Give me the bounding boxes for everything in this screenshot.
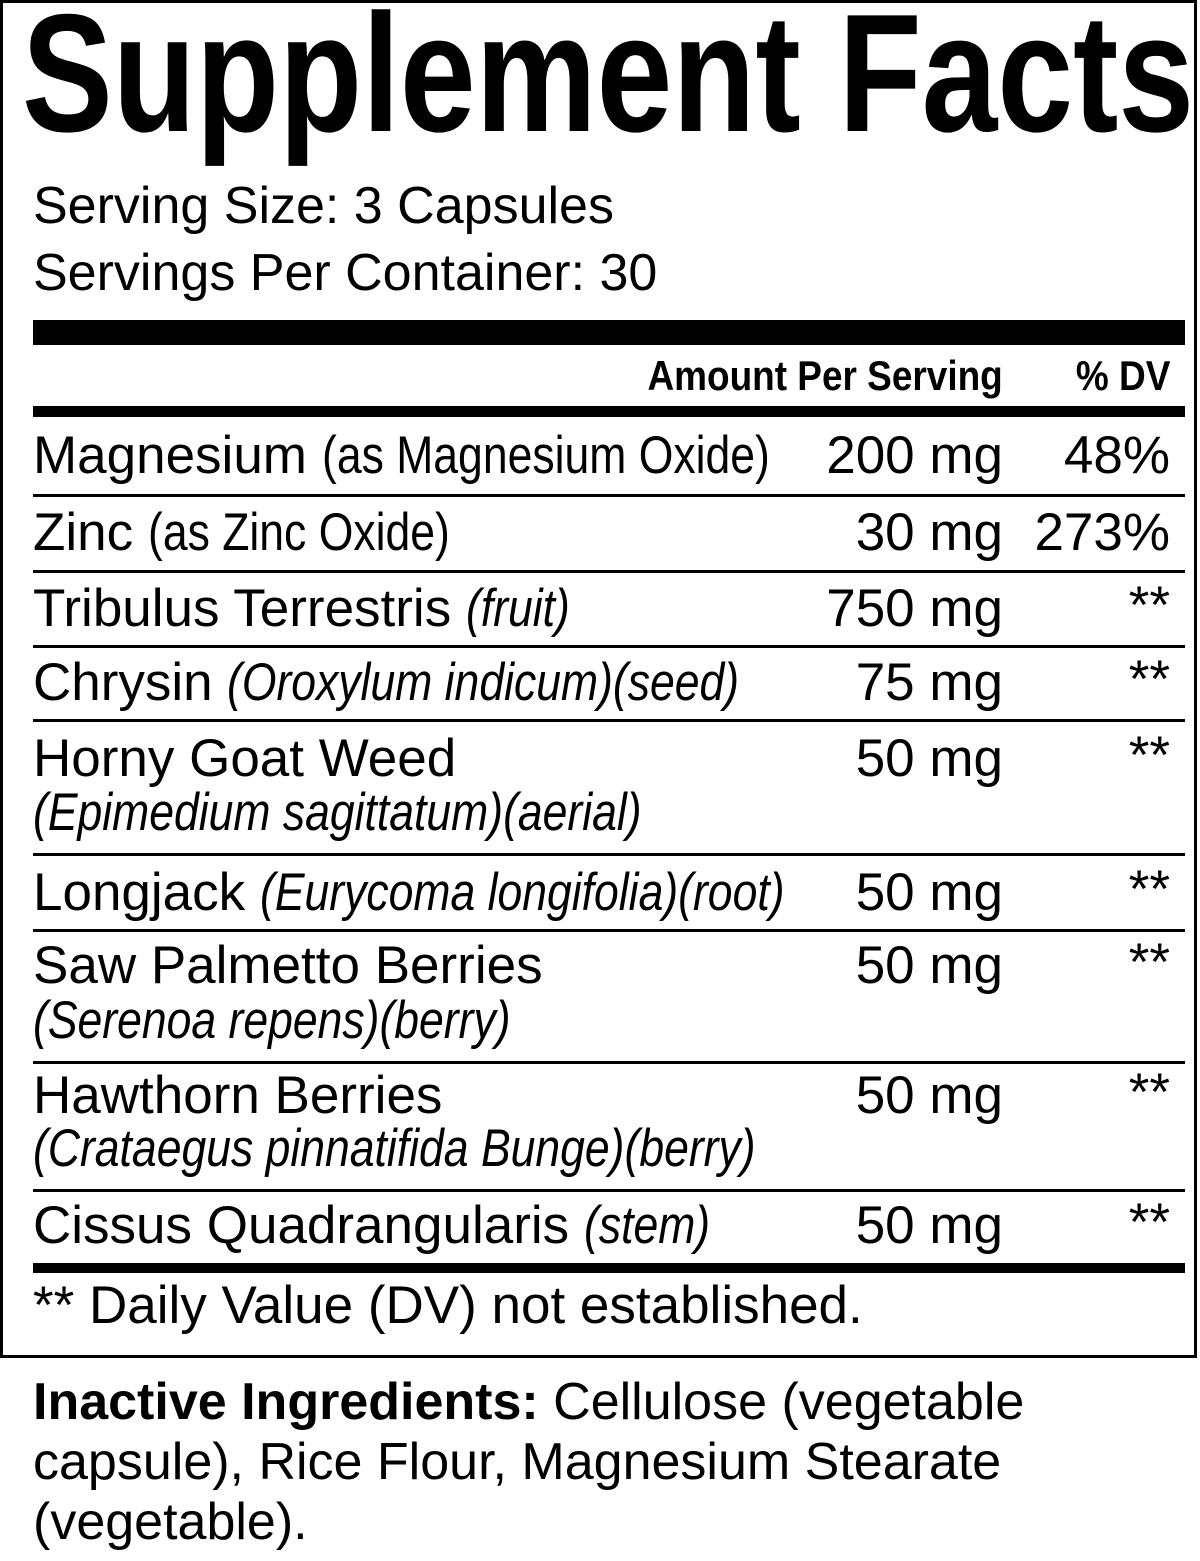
ingredient-dv: ** [1128, 726, 1170, 785]
ingredient-part: (stem) [583, 1196, 711, 1255]
ingredient-row: Magnesium (as Magnesium Oxide) [33, 428, 855, 484]
ingredient-dv: 48% [1063, 426, 1170, 485]
ingredient-row: Chrysin (Oroxylum indicum)(seed) [33, 655, 837, 711]
ingredient-amount: 30 mg [855, 503, 1003, 562]
ingredient-amount: 50 mg [855, 1066, 1003, 1125]
amount-per-serving-header: Amount Per Serving [647, 352, 1003, 399]
row-divider [33, 645, 1185, 648]
ingredient-part: (fruit) [465, 579, 570, 638]
ingredient-row: Tribulus Terrestris (fruit) [33, 581, 590, 637]
ingredient-amount: 200 mg [826, 426, 1003, 485]
row-divider [33, 494, 1185, 497]
ingredient-part: (Eurycoma longifolia)(root) [259, 863, 785, 922]
row-divider [33, 719, 1185, 722]
ingredient-amount: 750 mg [826, 579, 1003, 638]
ingredient-part: (Crataegus pinnatifida Bunge)(berry) [33, 1119, 756, 1178]
ingredient-row: Hawthorn Berries [33, 1066, 443, 1125]
panel-title: Supplement Facts [22, 0, 1195, 167]
ingredient-name: Zinc [33, 503, 134, 562]
ingredient-name: Magnesium [33, 426, 307, 485]
ingredient-row: Cissus Quadrangularis (stem) [33, 1198, 734, 1254]
serving-size: Serving Size: 3 Capsules [33, 177, 614, 235]
ingredient-amount: 50 mg [855, 863, 1003, 922]
ingredient-name: Cissus Quadrangularis [33, 1196, 570, 1255]
ingredient-row: Saw Palmetto Berries [33, 936, 543, 995]
ingredient-source: (as Magnesium Oxide) [321, 426, 770, 485]
ingredient-dv: ** [1128, 576, 1170, 635]
ingredient-dv: ** [1128, 933, 1170, 992]
row-divider [33, 929, 1185, 932]
ingredient-dv: ** [1128, 1193, 1170, 1252]
inactive-label: Inactive Ingredients: [33, 1373, 539, 1431]
header-divider [33, 406, 1185, 417]
ingredient-row: Longjack (Eurycoma longifolia)(root) [33, 865, 884, 921]
ingredient-amount: 50 mg [855, 936, 1003, 995]
dv-header: % DV [1075, 352, 1170, 399]
ingredient-part: (Epimedium sagittatum)(aerial) [33, 783, 642, 842]
ingredient-name: Longjack [33, 863, 246, 922]
row-divider [33, 853, 1185, 856]
row-divider [33, 1189, 1185, 1192]
ingredient-part-line: (Epimedium sagittatum)(aerial) [33, 785, 758, 841]
ingredient-name: Chrysin [33, 653, 213, 712]
row-divider [33, 570, 1185, 573]
ingredient-amount: 75 mg [855, 653, 1003, 712]
inactive-text: Cellulose (vegetable capsule), Rice Flou… [33, 1373, 1025, 1551]
ingredient-part: (Oroxylum indicum)(seed) [227, 653, 740, 712]
ingredient-row: Zinc (as Zinc Oxide) [33, 505, 507, 561]
servings-per-container: Servings Per Container: 30 [33, 244, 658, 302]
ingredient-name: Tribulus Terrestris [33, 579, 452, 638]
footnote: ** Daily Value (DV) not established. [33, 1276, 863, 1335]
ingredient-part-line: (Serenoa repens)(berry) [33, 993, 602, 1049]
ingredient-dv: ** [1128, 860, 1170, 919]
ingredient-amount: 50 mg [855, 1196, 1003, 1255]
ingredient-amount: 50 mg [855, 729, 1003, 788]
ingredient-part-line: (Crataegus pinnatifida Bunge)(berry) [33, 1121, 893, 1177]
supplement-facts-panel [0, 0, 1197, 1358]
ingredient-dv: 273% [1034, 503, 1170, 562]
ingredient-row: Horny Goat Weed [33, 729, 457, 788]
inactive-ingredients: Inactive Ingredients: Cellulose (vegetab… [33, 1372, 1183, 1552]
row-divider [33, 1061, 1185, 1064]
thick-divider [33, 320, 1185, 345]
footer-divider [33, 1263, 1185, 1273]
ingredient-part: (Serenoa repens)(berry) [33, 991, 511, 1050]
ingredient-source: (as Zinc Oxide) [147, 503, 450, 562]
ingredient-dv: ** [1128, 1063, 1170, 1122]
ingredient-dv: ** [1128, 650, 1170, 709]
